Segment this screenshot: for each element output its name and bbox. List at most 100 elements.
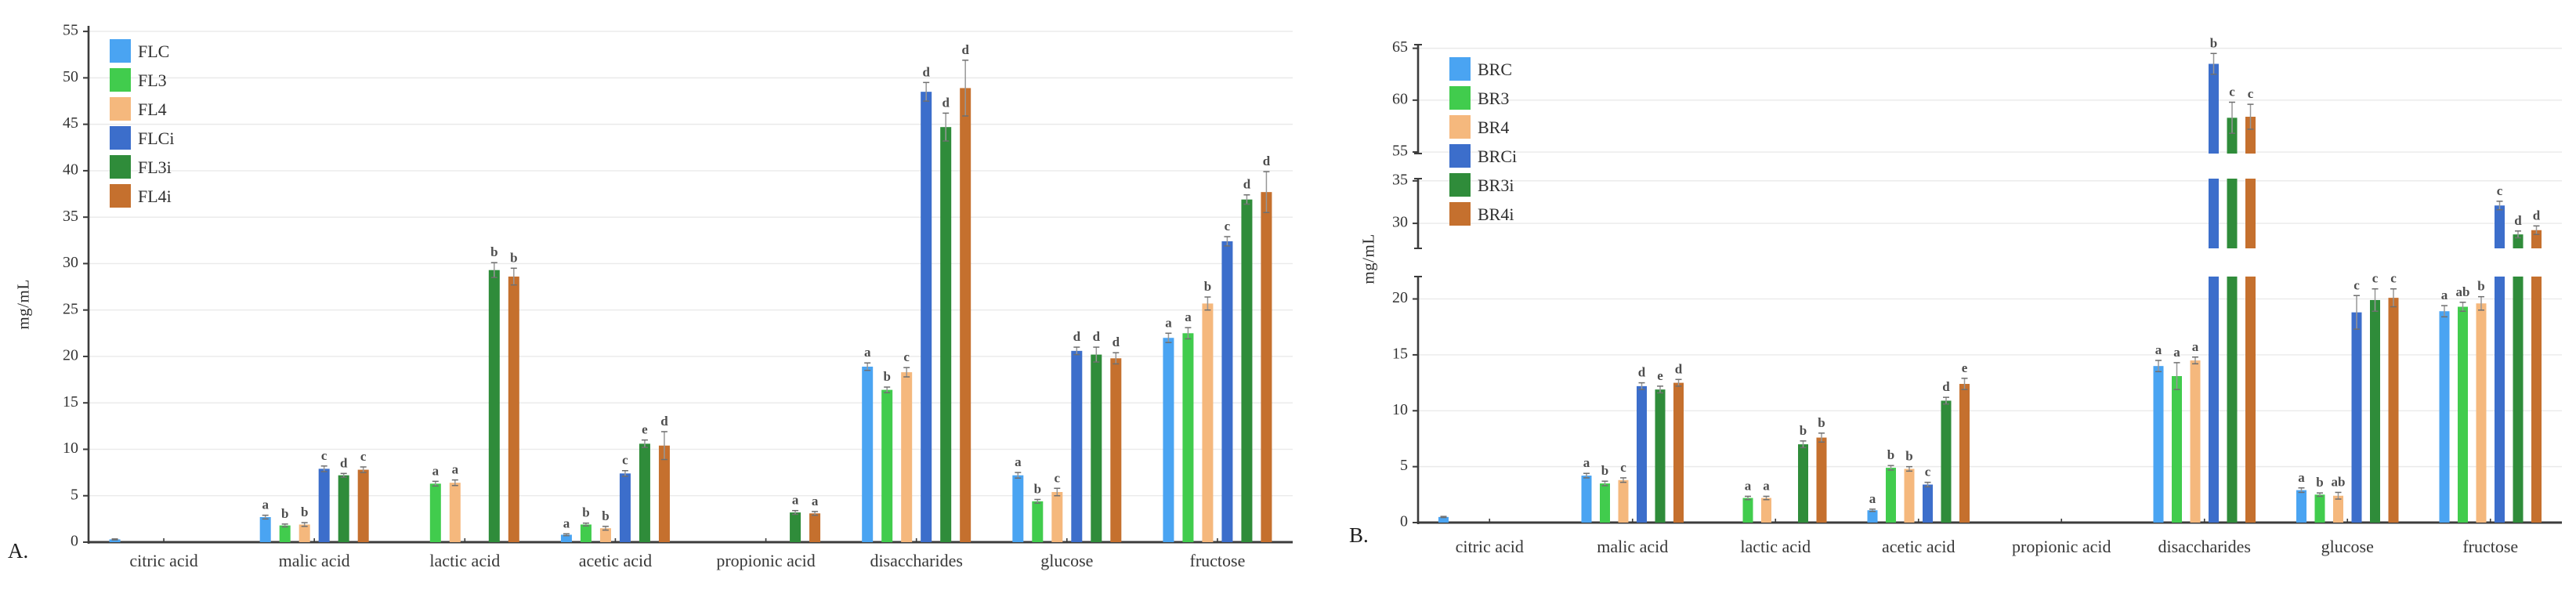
bar-FLCi-acetic-acid: [619, 473, 631, 542]
bar-FL4-lactic-acid: [449, 483, 461, 542]
legend-swatch-FL3i: [110, 155, 131, 179]
y-tick-label: 40: [63, 161, 78, 178]
bar-FL4i-fructose: [1261, 192, 1272, 542]
bar-BR3-lactic-acid: [1742, 498, 1753, 523]
bar-BR4-malic-acid: [1618, 479, 1629, 523]
bar-BRCi-fructose: [2495, 277, 2505, 523]
bar-FL4i-lactic-acid: [508, 277, 519, 542]
significance-letter: b: [1204, 279, 1211, 294]
bar-BR4-lactic-acid: [1761, 498, 1771, 523]
significance-letter: a: [792, 493, 799, 508]
significance-letter: c: [2390, 271, 2397, 286]
x-category-label: citric acid: [1456, 537, 1524, 556]
significance-letter: a: [1745, 478, 1752, 493]
legend-label-FLCi: FLCi: [138, 128, 174, 148]
bar-BRCi-disaccharides: [2209, 63, 2219, 154]
bar-BR4i-disaccharides: [2245, 117, 2256, 154]
bar-BR4i-malic-acid: [1673, 382, 1684, 523]
x-category-label: glucose: [2321, 537, 2374, 556]
significance-letter: b: [1601, 463, 1608, 478]
bar-BR4-fructose: [2476, 303, 2487, 523]
bar-FLCi-disaccharides: [921, 92, 932, 542]
significance-letter: b: [2477, 279, 2484, 294]
significance-letter: d: [1942, 379, 1950, 394]
bar-BRC-fructose: [2439, 311, 2450, 523]
significance-letter: a: [2173, 345, 2180, 360]
significance-letter: a: [1763, 478, 1770, 493]
y-tick-label: 10: [1392, 401, 1408, 418]
x-category-label: lactic acid: [429, 551, 500, 570]
bar-FL3-malic-acid: [279, 525, 291, 542]
significance-letter: a: [2192, 339, 2199, 354]
significance-letter: c: [622, 453, 628, 468]
significance-letter: a: [2441, 288, 2448, 302]
legend-swatch-FL3: [110, 68, 131, 92]
significance-letter: a: [452, 462, 459, 477]
x-category-label: fructose: [2462, 537, 2518, 556]
panel-b-label: B.: [1349, 523, 1369, 547]
bar-BR3i-acetic-acid: [1941, 400, 1952, 523]
significance-letter: b: [1034, 481, 1041, 496]
significance-letter: a: [563, 516, 570, 530]
legend-label-FL4i: FL4i: [138, 186, 172, 206]
bar-FL4-acetic-acid: [599, 528, 611, 542]
legend-swatch-BR4i: [1449, 202, 1471, 226]
bar-BRCi-acetic-acid: [1923, 484, 1933, 523]
x-category-label: acetic acid: [579, 551, 652, 570]
significance-letter: c: [903, 349, 910, 364]
y-tick-label: 20: [63, 347, 78, 364]
y-tick-label: 30: [1392, 214, 1408, 231]
x-category-label: disaccharides: [870, 551, 963, 570]
legend-label-FL3i: FL3i: [138, 157, 172, 177]
bar-FL3i-fructose: [1241, 199, 1253, 542]
significance-letter: b: [602, 508, 609, 523]
bar-BR4i-fructose: [2531, 277, 2542, 523]
bar-BRC-glucose: [2296, 490, 2306, 523]
panel-a: 0 5 10 15 20 25 30 35 40 45 50 55 citric acid malic a…: [8, 22, 1293, 570]
significance-letter: c: [2248, 86, 2254, 101]
bar-BRC-malic-acid: [1581, 476, 1592, 523]
significance-letter: b: [510, 250, 517, 265]
significance-letter: a: [1165, 315, 1172, 330]
y-tick-label: 35: [1392, 171, 1408, 188]
significance-letter: a: [864, 345, 871, 360]
significance-letter: a: [1185, 309, 1192, 324]
y-tick-label: 30: [63, 254, 78, 271]
bar-FL4-disaccharides: [901, 372, 913, 542]
bar-FL3i-malic-acid: [338, 475, 349, 542]
bar-BR3-disaccharides: [2172, 376, 2182, 523]
legend-label-BR4: BR4: [1478, 118, 1509, 137]
chart-b-plot: 0 5 10 15 20 30 35 55 60 65 citric acid malic acid l…: [1392, 35, 2562, 556]
significance-letter: d: [1073, 329, 1081, 344]
significance-letter: c: [2372, 271, 2379, 286]
legend-label-FLC: FLC: [138, 42, 169, 61]
y-tick-label: 45: [63, 114, 78, 132]
bar-BR4-disaccharides: [2190, 360, 2201, 523]
significance-letter: a: [1015, 454, 1022, 469]
significance-letter: b: [1800, 423, 1807, 438]
bar-FL4i-acetic-acid: [658, 445, 670, 542]
significance-letter: d: [1675, 361, 1683, 376]
bar-BR4i-disaccharides: [2245, 179, 2256, 248]
bar-FL3-lactic-acid: [429, 483, 441, 542]
significance-letter: a: [262, 498, 269, 512]
y-tick-label: 55: [63, 22, 78, 39]
significance-letter: d: [1263, 154, 1271, 168]
bar-BR3-glucose: [2314, 494, 2325, 523]
y-tick-label: 5: [71, 486, 78, 503]
bar-BRCi-malic-acid: [1637, 385, 1647, 523]
bar-BRC-disaccharides: [2153, 366, 2164, 523]
legend-swatch-FLCi: [110, 126, 131, 150]
bar-FL4-glucose: [1051, 491, 1063, 542]
significance-letter: d: [1638, 365, 1646, 380]
bar-BR3i-disaccharides: [2227, 179, 2238, 248]
bar-FL3i-lactic-acid: [488, 270, 500, 542]
bar-BR4i-lactic-acid: [1816, 437, 1827, 523]
significance-letter: b: [490, 244, 497, 259]
legend-label-BRC: BRC: [1478, 60, 1512, 79]
significance-letter: b: [281, 506, 288, 521]
bar-BR3i-disaccharides: [2227, 118, 2238, 154]
bar-BR3-malic-acid: [1600, 483, 1610, 523]
bar-FL4i-propionic-acid: [809, 513, 821, 542]
